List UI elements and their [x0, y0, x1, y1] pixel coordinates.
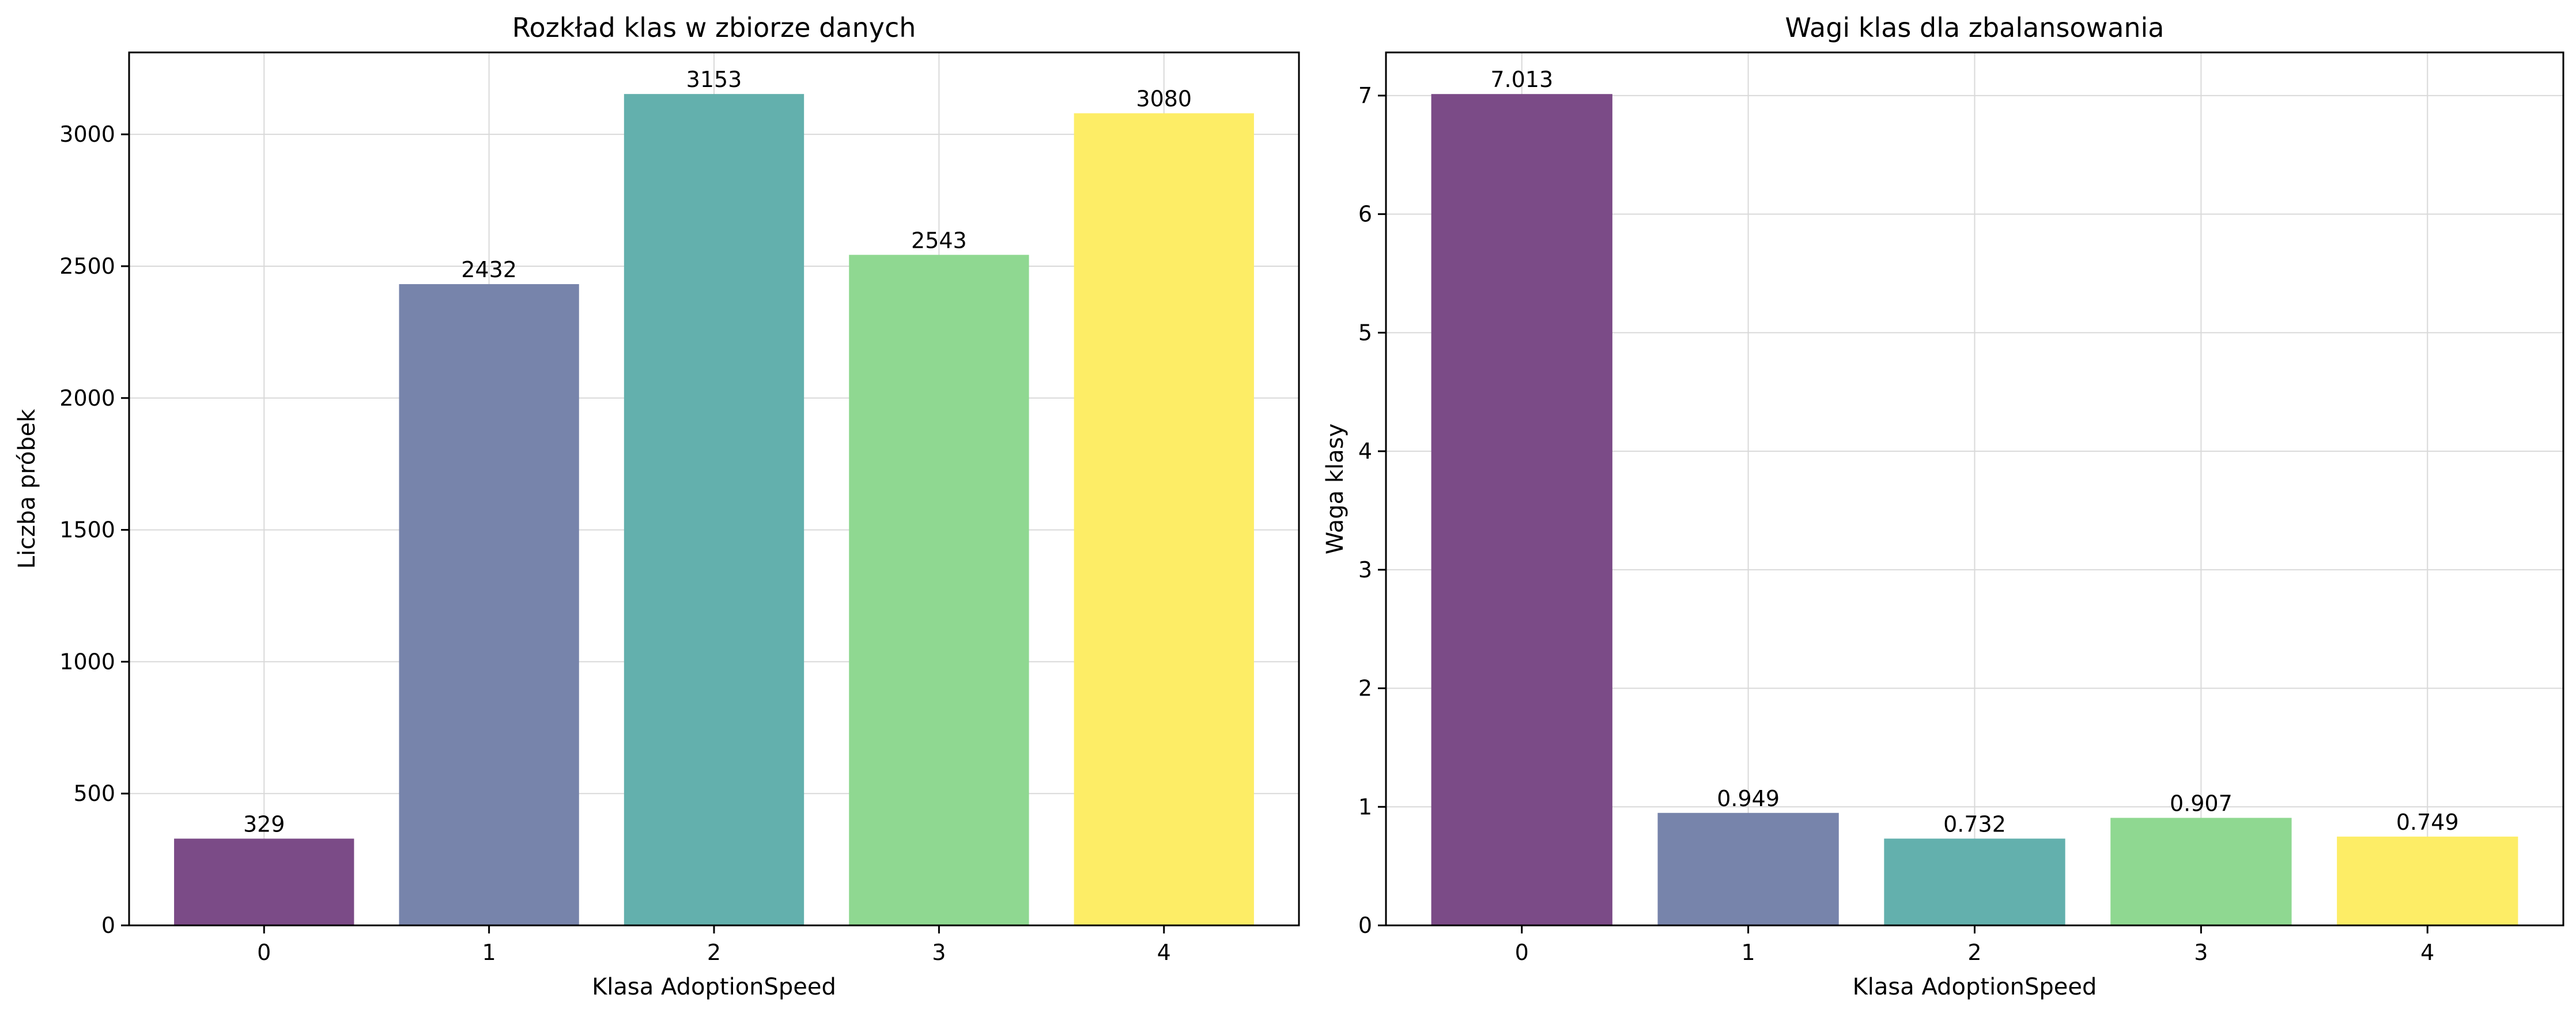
class-distribution-chart: 0 500 1000 1500 2000 2500 3000 0 1 2 3 4 329 2432 315… [14, 12, 1300, 1000]
bar [1431, 94, 1612, 926]
y-axis-label: Waga klasy [1322, 424, 1349, 554]
y-axis-label: Liczba próbek [14, 409, 40, 569]
x-tick-label: 2 [1967, 940, 1981, 965]
bar [2110, 818, 2292, 925]
data-label: 2543 [911, 228, 967, 253]
x-tick-label: 3 [932, 940, 946, 965]
x-axis-label: Klasa AdoptionSpeed [592, 974, 836, 1000]
x-tick-label: 1 [1742, 940, 1755, 965]
y-tick-label: 3000 [59, 122, 115, 147]
data-label: 7.013 [1490, 67, 1553, 92]
y-tick-label: 2500 [59, 254, 115, 279]
y-tick-label: 1000 [59, 649, 115, 674]
x-tick-label: 4 [1157, 940, 1171, 965]
chart-title: Rozkład klas w zbiorze danych [512, 12, 916, 43]
bars [174, 94, 1254, 926]
y-tick-label: 2000 [59, 385, 115, 411]
y-tick-label: 7 [1358, 83, 1372, 108]
y-tick-label: 3 [1358, 557, 1372, 583]
bars [1431, 94, 2518, 926]
y-tick-label: 1500 [59, 517, 115, 543]
x-axis-label: Klasa AdoptionSpeed [1853, 974, 2097, 1000]
bar [2337, 836, 2518, 925]
y-tick-label: 500 [73, 781, 115, 806]
data-label: 2432 [461, 257, 517, 282]
value-labels: 329 2432 3153 2543 3080 [243, 67, 1192, 837]
y-tick-label: 5 [1358, 320, 1372, 345]
x-tick-label: 3 [2194, 940, 2208, 965]
bar [849, 255, 1029, 925]
chart-title: Wagi klas dla zbalansowania [1785, 12, 2164, 43]
y-tick-label: 0 [101, 913, 115, 938]
data-label: 3080 [1136, 86, 1192, 112]
x-tick-label: 0 [1515, 940, 1529, 965]
x-tick-label: 0 [257, 940, 271, 965]
ticks: 0 500 1000 1500 2000 2500 3000 0 1 2 3 4 [59, 122, 1171, 965]
y-tick-label: 4 [1358, 438, 1372, 464]
bar [1074, 113, 1254, 925]
data-label: 0.732 [1943, 811, 2006, 837]
y-tick-label: 6 [1358, 202, 1372, 227]
ticks: 0 1 2 3 4 5 6 7 0 1 2 3 4 [1358, 83, 2435, 965]
bar [1884, 838, 2065, 925]
value-labels: 7.013 0.949 0.732 0.907 0.749 [1490, 67, 2458, 837]
bar [1657, 812, 1839, 925]
y-tick-label: 0 [1358, 913, 1372, 938]
bar [174, 838, 354, 925]
bar [624, 94, 804, 926]
bar [399, 284, 579, 925]
data-label: 0.907 [2170, 791, 2233, 816]
y-tick-label: 1 [1358, 794, 1372, 819]
data-label: 0.749 [2396, 810, 2459, 835]
x-tick-label: 4 [2420, 940, 2434, 965]
data-label: 329 [243, 811, 285, 837]
y-tick-label: 2 [1358, 676, 1372, 701]
x-tick-label: 2 [707, 940, 721, 965]
data-label: 0.949 [1717, 786, 1780, 811]
x-tick-label: 1 [482, 940, 496, 965]
data-label: 3153 [686, 67, 742, 92]
